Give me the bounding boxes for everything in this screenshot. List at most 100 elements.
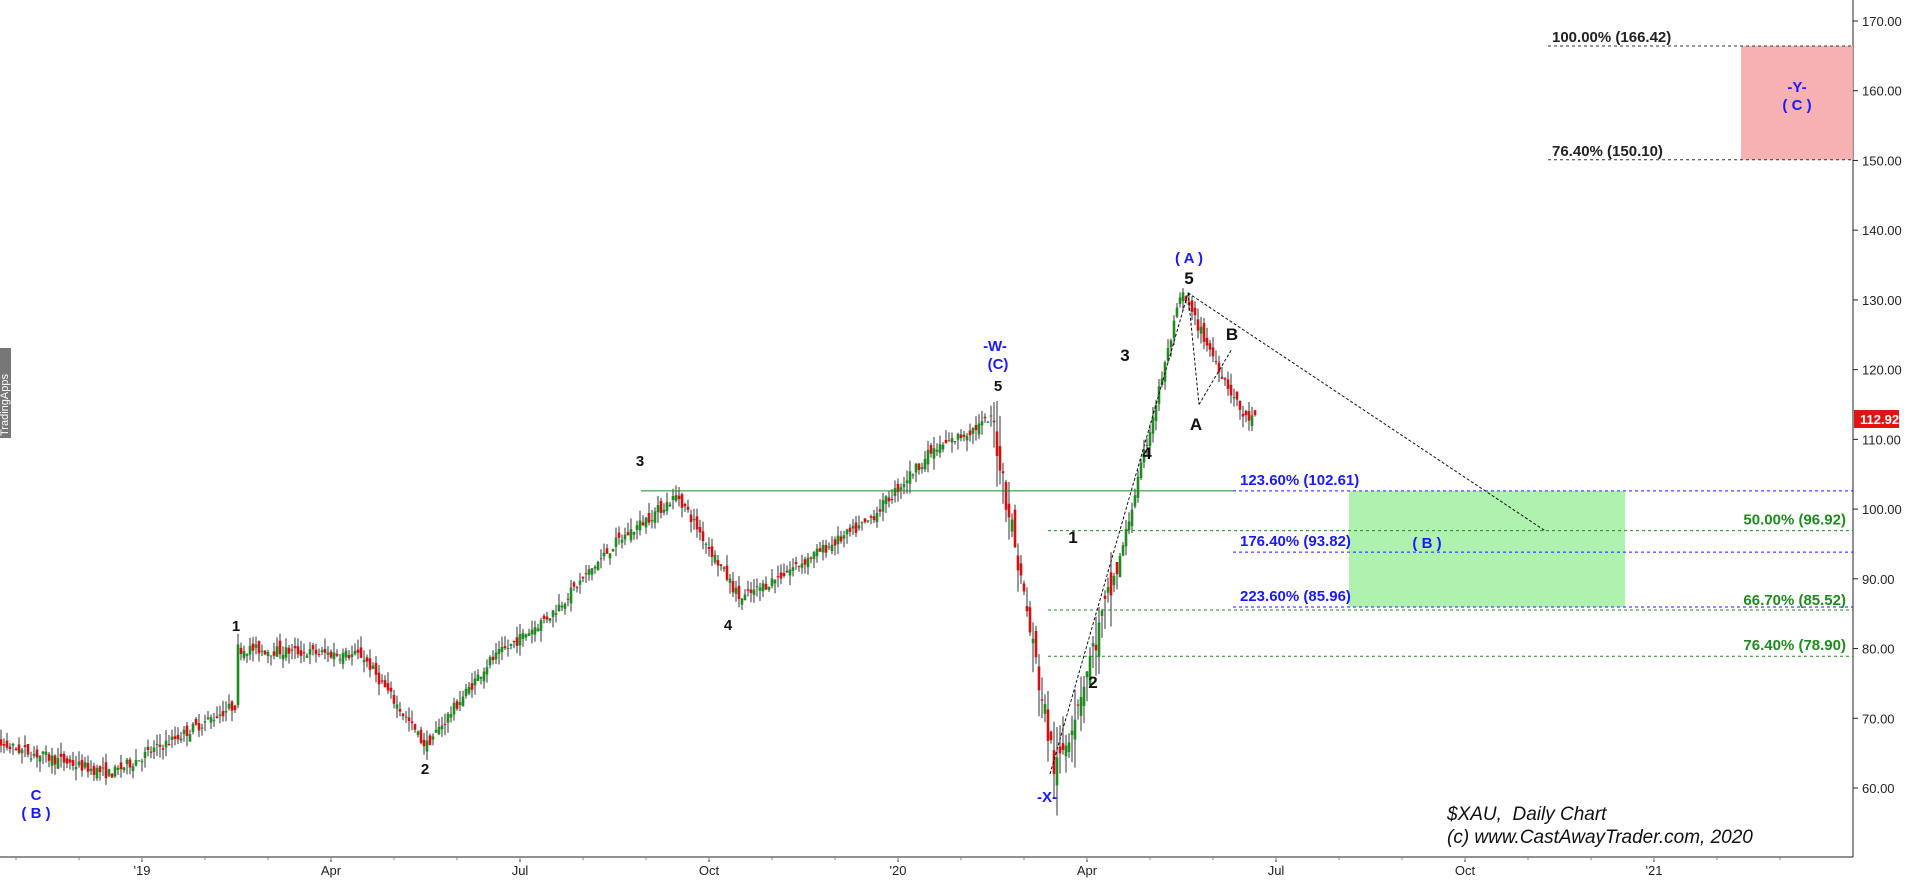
candle-up (488, 657, 492, 666)
candle-up (134, 760, 138, 766)
candle-down (290, 649, 294, 651)
candle-down (263, 650, 267, 655)
last-price-value: 112.92 (1860, 412, 1899, 427)
candle-up (842, 535, 846, 539)
candle-up (131, 766, 135, 772)
wave-labels: C( B ) 1 2 3 4 5 -W-(C) -X- 1 2 3 4 5 ( A ) A B (21, 250, 1238, 822)
symbol-separator: , (1497, 804, 1513, 825)
candle-down (1211, 347, 1215, 357)
candle-down (410, 721, 414, 724)
candle-up (902, 484, 906, 488)
candle-up (416, 731, 420, 735)
candle-up (812, 552, 816, 559)
candle-down (689, 514, 693, 523)
candle-up (674, 495, 678, 501)
candle-up (218, 714, 222, 716)
candle-down (185, 725, 189, 737)
candle-down (1004, 481, 1008, 510)
candle-up (464, 688, 468, 697)
candle-down (1193, 307, 1197, 316)
candle-down (317, 654, 321, 656)
candle-down (992, 420, 996, 423)
last-price-badge: 112.92 (1854, 410, 1899, 429)
candle-up (569, 587, 573, 604)
wave-label: A (1190, 415, 1202, 434)
candle-up (557, 604, 561, 612)
candle-down (581, 576, 585, 579)
candle-up (494, 652, 498, 660)
candle-down (776, 576, 780, 578)
candle-down (26, 744, 30, 755)
candle-up (482, 671, 486, 682)
candle-down (1076, 704, 1080, 706)
candle-up (923, 458, 927, 470)
candle-down (389, 687, 393, 692)
wave-label: (C) (988, 356, 1009, 373)
candle-up (1097, 622, 1101, 657)
candle-up (773, 579, 777, 584)
fib-level-label: 66.70% (85.52) (1743, 592, 1846, 609)
candle-up (623, 534, 627, 540)
candle-up (644, 517, 648, 528)
candle-up (986, 421, 990, 423)
candle-up (539, 619, 543, 631)
candle-down (968, 430, 972, 436)
candle-up (743, 594, 747, 601)
candle-up (1079, 697, 1083, 716)
candle-down (422, 739, 426, 747)
candle-up (527, 633, 531, 636)
candle-up (1166, 347, 1170, 361)
candle-up (266, 652, 270, 656)
fib-level-label: 50.00% (96.92) (1743, 512, 1846, 529)
candle-down (515, 637, 519, 646)
candle-down (0, 739, 3, 746)
time-tick-label: '20 (890, 863, 907, 878)
candle-up (440, 725, 444, 730)
candle-up (926, 449, 930, 465)
candle-down (947, 440, 951, 442)
candle-up (305, 655, 309, 658)
candle-up (1064, 745, 1068, 757)
candle-down (545, 616, 549, 620)
candle-down (959, 434, 963, 439)
candle-down (863, 518, 867, 523)
time-tick-label: Oct (699, 863, 720, 878)
candle-up (518, 634, 522, 646)
candle-down (419, 729, 423, 743)
candle-up (866, 520, 870, 522)
candle-up (881, 500, 885, 512)
candle-up (242, 650, 246, 659)
price-tick-label: 80.00 (1862, 642, 1895, 657)
candle-up (437, 726, 441, 735)
candle-up (353, 651, 357, 655)
candle-down (809, 557, 813, 559)
candle-up (734, 587, 738, 594)
candle-down (683, 503, 687, 507)
candle-up (1055, 757, 1059, 786)
candle-up (1070, 730, 1074, 736)
candle-down (104, 762, 108, 779)
candle-down (359, 647, 363, 658)
candle-down (329, 651, 333, 658)
candle-up (938, 444, 942, 454)
candle-up (1139, 462, 1143, 478)
candle-up (704, 543, 708, 545)
candle-up (326, 652, 330, 655)
candle-up (635, 525, 639, 531)
candle-up (1178, 297, 1182, 304)
candle-up (752, 589, 756, 595)
candle-up (827, 546, 831, 548)
candle-down (311, 645, 315, 650)
wave-label: 4 (724, 617, 733, 634)
wave-label: ( A ) (1175, 250, 1203, 267)
candle-up (1148, 432, 1152, 447)
candle-up (473, 678, 477, 686)
candle-up (485, 667, 489, 675)
candle-up (899, 487, 903, 490)
candle-up (989, 415, 993, 417)
candle-down (731, 581, 735, 593)
wave-label: 5 (994, 378, 1002, 395)
candle-down (233, 705, 237, 711)
candle-up (269, 655, 273, 657)
candle-down (398, 709, 402, 712)
